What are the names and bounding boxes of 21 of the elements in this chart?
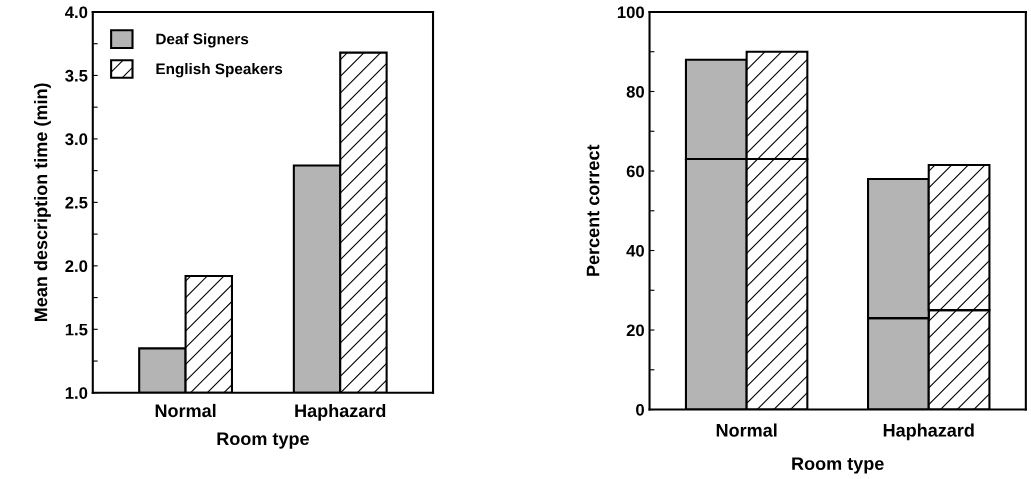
text: Normal [716,423,777,437]
y-tick-label: 20 [626,324,644,337]
y-tick-label: 3.0 [65,133,88,146]
legend-label: English Speakers [156,63,283,78]
y-tick-label: 100 [617,6,644,19]
y-axis-title: Mean description time (min) [34,83,51,322]
y-tick-label: 80 [626,85,644,98]
y-axis-title: Percent correct [586,144,600,276]
y-tick-label: 1.5 [65,323,88,336]
legend-label: Deaf Signers [156,33,249,48]
y-tick-label: 60 [626,165,644,178]
y-tick-label: 40 [626,244,644,257]
y-tick-label: 1.0 [65,387,88,399]
y-tick-label: 2.0 [65,260,88,273]
x-axis-title: Room type [792,457,884,474]
y-tick-label: 3.5 [65,69,88,82]
y-tick-label: 2.5 [65,196,88,209]
y-tick-label: 4.0 [65,6,88,19]
x-axis-title: Room type [217,432,309,449]
text: Haphazard [883,423,974,441]
y-tick-label: 0 [636,403,644,416]
